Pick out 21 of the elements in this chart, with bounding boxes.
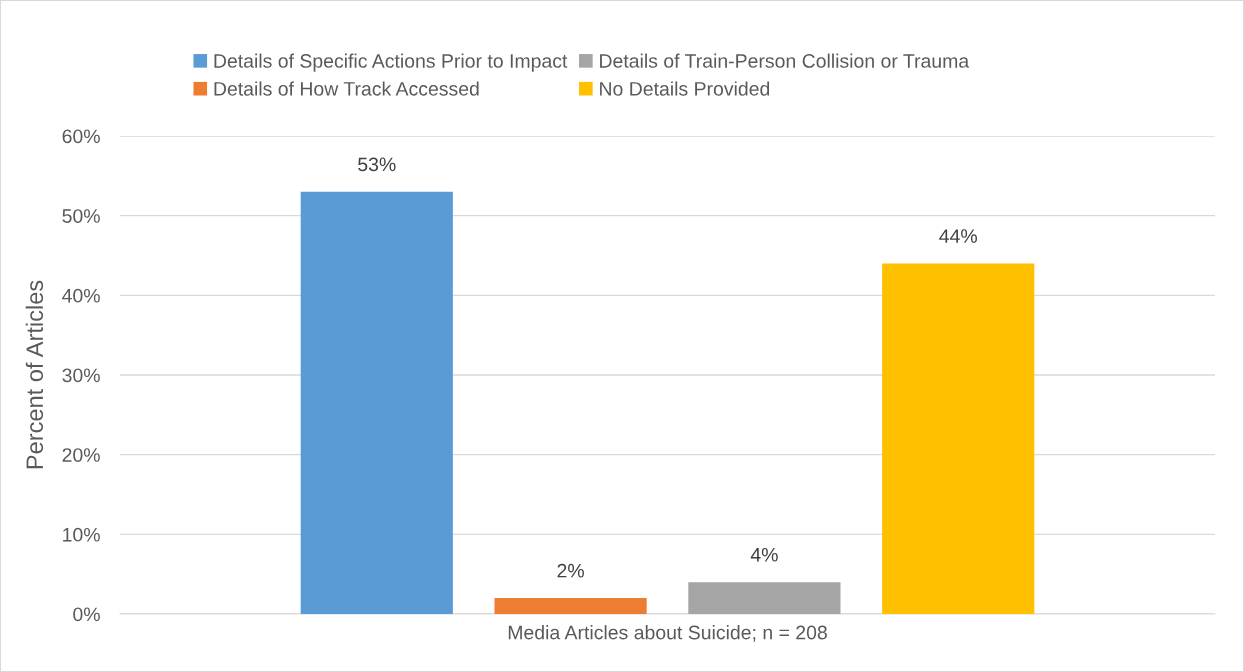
data-label: 53% — [358, 157, 396, 172]
y-tick-label: 10% — [63, 527, 100, 542]
bar — [300, 191, 453, 614]
y-tick-label: 20% — [62, 448, 100, 462]
bar — [494, 598, 647, 614]
y-axis-title: Percent of Articles — [25, 280, 44, 469]
x-tick-label: Media Articles about Suicide; n = 208 — [508, 625, 827, 642]
bar — [688, 582, 841, 614]
data-label: 2% — [557, 563, 584, 578]
y-tick-label: 40% — [62, 288, 100, 303]
legend-label: Details of Specific Actions Prior to Impact — [214, 53, 568, 72]
legend-label: Details of How Track Accessed — [214, 81, 479, 96]
legend-label: No Details Provided — [600, 81, 770, 96]
y-tick-label: 60% — [62, 129, 100, 144]
legend-label: Details of Train-Person Collision or Trauma — [600, 53, 970, 68]
bar — [882, 263, 1035, 614]
data-label: 4% — [750, 547, 778, 562]
y-tick-label: 30% — [62, 368, 100, 383]
y-tick-label: 50% — [62, 209, 100, 223]
y-tick-label: 0% — [73, 607, 100, 622]
data-label: 44% — [939, 229, 977, 243]
